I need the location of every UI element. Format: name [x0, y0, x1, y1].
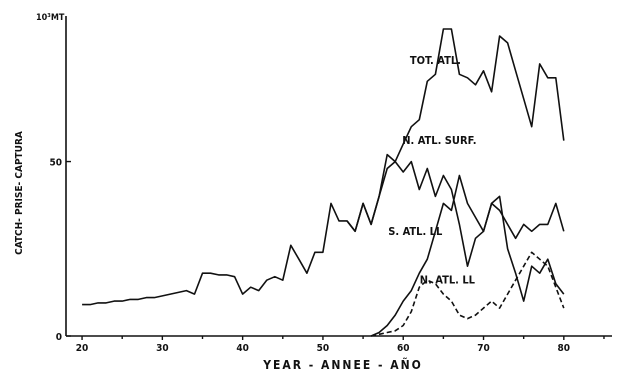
series-line-n-atl-ll	[370, 251, 565, 337]
x-tick-label: 70	[477, 343, 490, 354]
series-annotation: TOT. ATL.	[410, 54, 461, 67]
series-layer	[82, 28, 565, 337]
series-annotation: N. ATL. LL	[420, 274, 476, 287]
y-tick-label: 50	[49, 158, 62, 169]
y-unit-label: 10³MT	[36, 13, 65, 23]
y-tick-label: 0	[56, 332, 62, 343]
x-axis-label: YEAR - ANNEE - AÑO	[262, 357, 423, 372]
x-tick-label: 80	[558, 343, 571, 354]
x-tick-label: 30	[156, 343, 169, 354]
series-line-n-atl-surf	[346, 160, 565, 302]
axes: 20 30 40 50 60 70 80 0 50	[49, 16, 612, 354]
series-line-s-atl-ll	[370, 174, 565, 337]
series-annotation: S. ATL. LL	[388, 225, 443, 238]
x-tick-label: 50	[317, 343, 330, 354]
x-tick-label: 20	[76, 343, 89, 354]
x-tick-label: 40	[236, 343, 249, 354]
series-annotation: N. ATL. SURF.	[402, 134, 476, 147]
x-tick-label: 60	[397, 343, 410, 354]
labels-layer: 10³MT CATCH- PRISE- CAPTURA YEAR - ANNEE -…	[14, 13, 476, 372]
series-line-tot-atl	[82, 28, 565, 306]
y-axis-label: CATCH- PRISE- CAPTURA	[14, 131, 25, 255]
